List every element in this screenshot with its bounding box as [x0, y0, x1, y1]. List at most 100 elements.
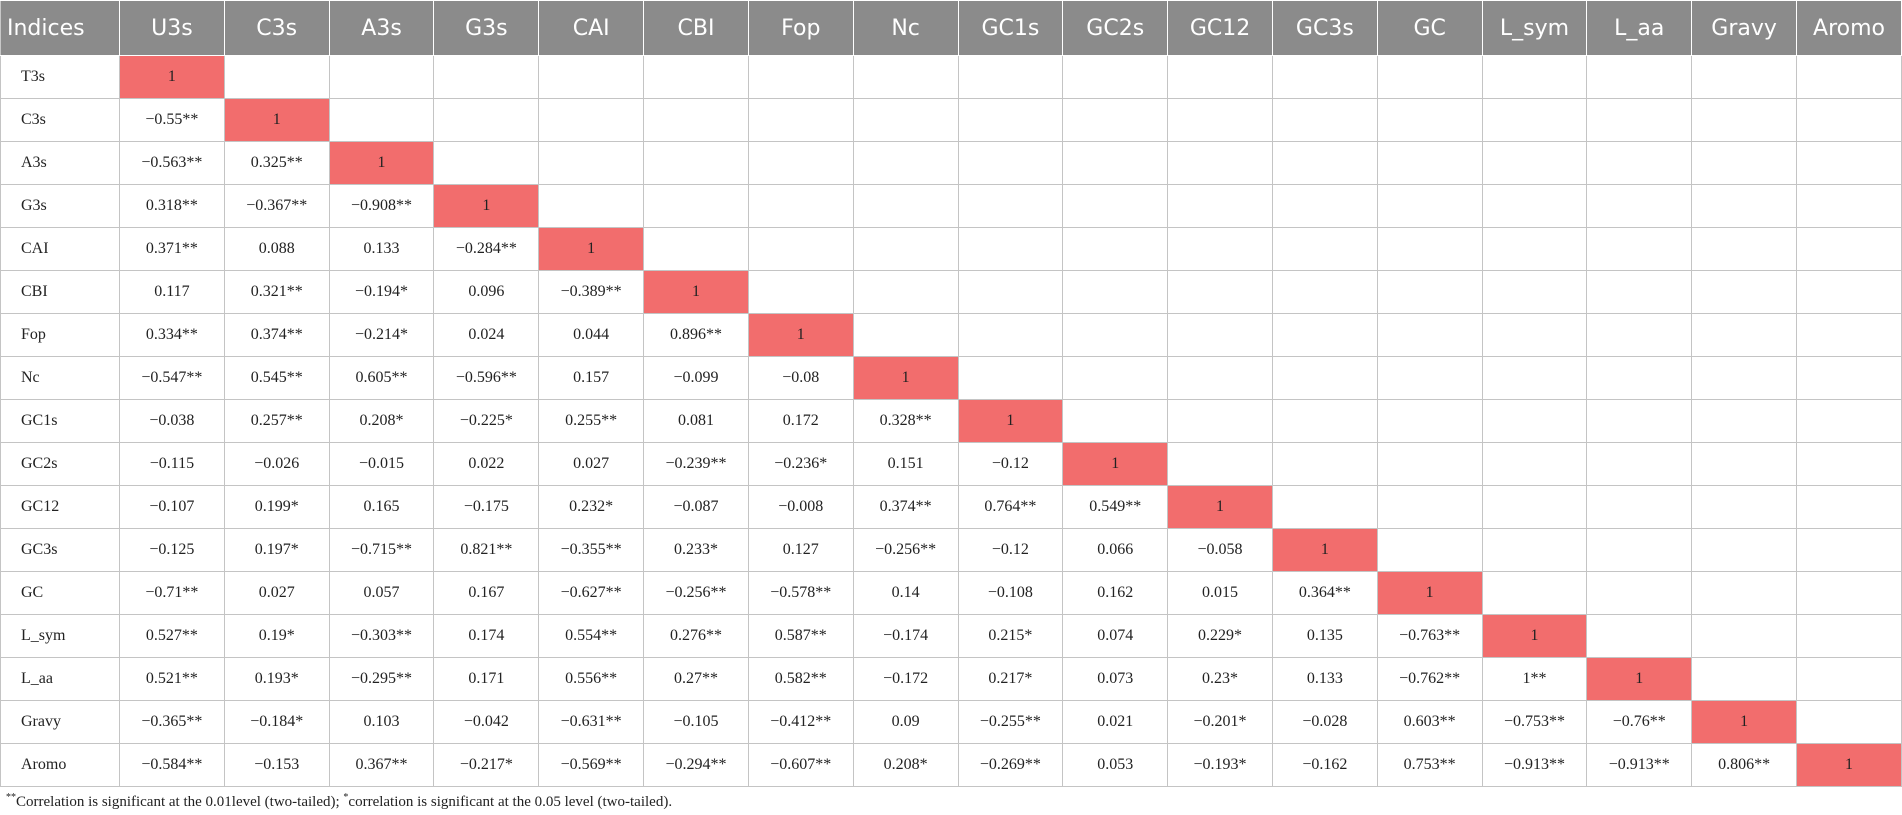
- value-cell: 0.603**: [1376, 700, 1483, 744]
- row-label: L_sym: [0, 614, 120, 658]
- empty-cell: [1271, 313, 1378, 357]
- value-cell: −0.108: [957, 571, 1064, 615]
- value-cell: −0.087: [643, 485, 749, 529]
- value-cell: −0.913**: [1481, 743, 1588, 787]
- value-cell: −0.76**: [1586, 700, 1693, 744]
- empty-cell: [1376, 184, 1483, 228]
- diagonal-cell: 1: [957, 399, 1064, 443]
- value-cell: 0.764**: [957, 485, 1064, 529]
- empty-cell: [1481, 98, 1588, 142]
- empty-cell: [1691, 270, 1797, 314]
- empty-cell: [1167, 442, 1273, 486]
- value-cell: −0.367**: [223, 184, 330, 228]
- value-cell: 0.127: [747, 528, 854, 572]
- empty-cell: [1271, 55, 1378, 99]
- empty-cell: [1376, 528, 1483, 572]
- value-cell: 0.021: [1062, 700, 1169, 744]
- value-cell: −0.355**: [538, 528, 645, 572]
- row-label: G3s: [0, 184, 120, 228]
- value-cell: 0.328**: [852, 399, 959, 443]
- empty-cell: [1062, 227, 1169, 271]
- empty-cell: [1167, 313, 1273, 357]
- value-cell: 0.276**: [643, 614, 749, 658]
- empty-cell: [1586, 98, 1693, 142]
- table-row: L_sym 0.527** 0.19* −0.303** 0.174 0.554** 0.2…: [0, 614, 1902, 658]
- value-cell: 0.232*: [538, 485, 645, 529]
- diagonal-cell: 1: [1586, 657, 1693, 701]
- column-header: GC1s: [957, 0, 1064, 56]
- empty-cell: [852, 184, 959, 228]
- empty-cell: [1691, 227, 1797, 271]
- empty-cell: [852, 98, 959, 142]
- value-cell: −0.193*: [1167, 743, 1273, 787]
- row-label: C3s: [0, 98, 120, 142]
- empty-cell: [1167, 141, 1273, 185]
- empty-cell: [538, 184, 645, 228]
- value-cell: 0.053: [1062, 743, 1169, 787]
- row-label: GC: [0, 571, 120, 615]
- value-cell: 0.197*: [223, 528, 330, 572]
- value-cell: 0.022: [433, 442, 540, 486]
- empty-cell: [1796, 614, 1902, 658]
- empty-cell: [1796, 571, 1902, 615]
- header-row: Indices U3s C3s A3s G3s CAI CBI Fop Nc GC1s GC2s GC…: [0, 0, 1902, 56]
- table-row: CAI 0.371** 0.088 0.133 −0.284** 1: [0, 227, 1902, 271]
- empty-cell: [643, 227, 749, 271]
- value-cell: 0.027: [538, 442, 645, 486]
- empty-cell: [1796, 528, 1902, 572]
- empty-cell: [1586, 55, 1693, 99]
- column-header: A3s: [328, 0, 435, 56]
- value-cell: 0.257**: [223, 399, 330, 443]
- value-cell: −0.908**: [328, 184, 435, 228]
- empty-cell: [957, 313, 1064, 357]
- diagonal-cell: 1: [1691, 700, 1797, 744]
- empty-cell: [223, 55, 330, 99]
- value-cell: 0.151: [852, 442, 959, 486]
- value-cell: −0.365**: [119, 700, 225, 744]
- value-cell: −0.269**: [957, 743, 1064, 787]
- column-header: GC3s: [1271, 0, 1378, 56]
- value-cell: 0.334**: [119, 313, 225, 357]
- empty-cell: [747, 141, 854, 185]
- value-cell: −0.607**: [747, 743, 854, 787]
- footnote-text: Correlation is significant at the 0.01le…: [16, 794, 344, 810]
- empty-cell: [852, 270, 959, 314]
- empty-cell: [1691, 399, 1797, 443]
- empty-cell: [643, 55, 749, 99]
- empty-cell: [1796, 356, 1902, 400]
- empty-cell: [1481, 270, 1588, 314]
- table-row: Nc −0.547** 0.545** 0.605** −0.596** 0.157 −0.…: [0, 356, 1902, 400]
- row-label: A3s: [0, 141, 120, 185]
- row-label: CBI: [0, 270, 120, 314]
- empty-cell: [1796, 485, 1902, 529]
- empty-cell: [1062, 399, 1169, 443]
- empty-cell: [852, 227, 959, 271]
- value-cell: 0.074: [1062, 614, 1169, 658]
- empty-cell: [957, 356, 1064, 400]
- value-cell: 0.367**: [328, 743, 435, 787]
- empty-cell: [1271, 270, 1378, 314]
- value-cell: 1**: [1481, 657, 1588, 701]
- value-cell: 0.167: [433, 571, 540, 615]
- table-row: L_aa 0.521** 0.193* −0.295** 0.171 0.556** 0.2…: [0, 657, 1902, 701]
- empty-cell: [1481, 442, 1588, 486]
- value-cell: 0.081: [643, 399, 749, 443]
- empty-cell: [1586, 184, 1693, 228]
- value-cell: −0.105: [643, 700, 749, 744]
- empty-cell: [1376, 270, 1483, 314]
- value-cell: −0.563**: [119, 141, 225, 185]
- value-cell: −0.762**: [1376, 657, 1483, 701]
- value-cell: −0.099: [643, 356, 749, 400]
- table-row: Fop 0.334** 0.374** −0.214* 0.024 0.044 0.896*…: [0, 313, 1902, 357]
- diagonal-cell: 1: [328, 141, 435, 185]
- value-cell: 0.556**: [538, 657, 645, 701]
- empty-cell: [1796, 657, 1902, 701]
- column-header: G3s: [433, 0, 540, 56]
- table-row: GC −0.71** 0.027 0.057 0.167 −0.627** −0.256**…: [0, 571, 1902, 615]
- empty-cell: [1376, 399, 1483, 443]
- row-label: GC2s: [0, 442, 120, 486]
- empty-cell: [1167, 356, 1273, 400]
- value-cell: −0.174: [852, 614, 959, 658]
- empty-cell: [433, 98, 540, 142]
- row-label: GC3s: [0, 528, 120, 572]
